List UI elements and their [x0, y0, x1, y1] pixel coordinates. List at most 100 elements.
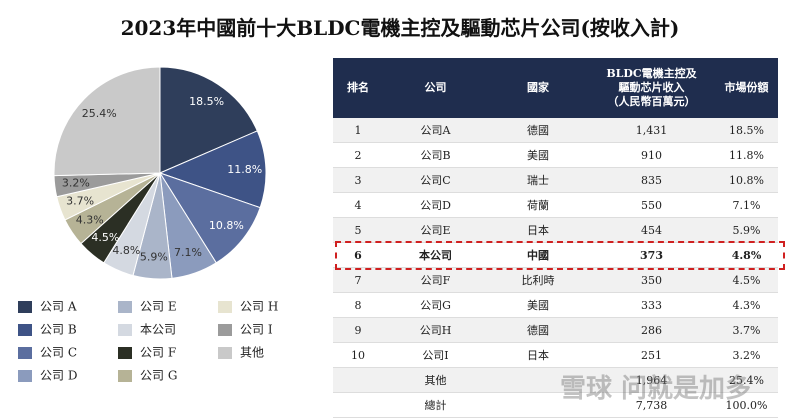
table-cell: 286 — [588, 317, 715, 343]
slice-label: 7.1% — [174, 246, 202, 259]
legend-swatch — [118, 347, 132, 359]
table-cell: 4 — [333, 192, 383, 218]
table-cell: 454 — [588, 217, 715, 243]
table-cell: 7.1% — [715, 192, 778, 218]
table-cell: 3.2% — [715, 342, 778, 368]
table-cell: 美國 — [488, 142, 588, 168]
legend-label: 公司 D — [40, 369, 77, 383]
slice-label: 3.2% — [62, 177, 90, 190]
table-cell: 10.8% — [715, 167, 778, 193]
legend-label: 其他 — [240, 346, 264, 360]
legend-swatch — [218, 347, 232, 359]
table-cell: 3 — [333, 167, 383, 193]
table-cell: 18.5% — [715, 118, 778, 143]
table-cell: 1,431 — [588, 118, 715, 143]
table-cell — [333, 392, 383, 418]
column-header: 公司 — [383, 58, 488, 118]
table-row: 6 本公司 中國 373 4.8% — [333, 242, 778, 268]
legend-swatch — [218, 324, 232, 336]
table-cell: 10 — [333, 342, 383, 368]
table-cell: 公司D — [383, 192, 488, 218]
table-row: 9 公司H 德國 286 3.7% — [333, 317, 778, 343]
table-body: 1 公司A 德國 1,431 18.5% 2 公司B 美國 910 11.8% 3 公司C 瑞士 835 1… — [333, 118, 778, 418]
legend-label: 公司 H — [240, 300, 278, 314]
legend-swatch — [18, 370, 32, 382]
table-cell: 公司E — [383, 217, 488, 243]
slice-label: 3.7% — [66, 194, 94, 207]
legend-label: 公司 G — [140, 369, 177, 383]
legend-swatch — [118, 301, 132, 313]
table-cell: 8 — [333, 292, 383, 318]
table-cell: 550 — [588, 192, 715, 218]
table-row: 7 公司F 比利時 350 4.5% — [333, 267, 778, 293]
table-cell: 德國 — [488, 317, 588, 343]
table-cell: 公司G — [383, 292, 488, 318]
legend-label: 公司 E — [140, 300, 177, 314]
slice-label: 10.8% — [209, 219, 244, 232]
header-line: BLDC電機主控及 — [606, 67, 697, 80]
table-cell: 中國 — [488, 242, 588, 268]
highlight-box — [335, 240, 785, 270]
legend-swatch — [118, 370, 132, 382]
slice-label: 11.8% — [227, 163, 262, 176]
legend-swatch — [18, 301, 32, 313]
watermark: 雪球 问就是加多 — [560, 374, 752, 404]
legend-swatch — [18, 324, 32, 336]
table-cell — [333, 367, 383, 393]
table-cell: 公司I — [383, 342, 488, 368]
slice-label: 4.3% — [76, 213, 104, 226]
table-cell: 荷蘭 — [488, 192, 588, 218]
table-cell: 910 — [588, 142, 715, 168]
table-cell: 5 — [333, 217, 383, 243]
legend-label: 公司 B — [40, 323, 77, 337]
table-cell: 日本 — [488, 342, 588, 368]
slice-label: 4.8% — [112, 244, 140, 257]
column-header: 市場份額 — [715, 58, 778, 118]
pie-slice — [158, 130, 267, 209]
legend-swatch — [218, 301, 232, 313]
pie-slice — [158, 172, 261, 264]
table-row: 4 公司D 荷蘭 550 7.1% — [333, 192, 778, 218]
header-line: （人民幣百萬元） — [607, 95, 696, 108]
table-row: 3 公司C 瑞士 835 10.8% — [333, 167, 778, 193]
table-cell: 總計 — [383, 392, 488, 418]
ranking-table: 排名 公司 國家 BLDC電機主控及 驅動芯片收入 （人民幣百萬元） 市場份額 1 公司A 德國… — [333, 58, 778, 418]
table-cell: 5.9% — [715, 217, 778, 243]
table-cell: 比利時 — [488, 267, 588, 293]
table-cell: 4.5% — [715, 267, 778, 293]
table-cell: 1 — [333, 118, 383, 143]
legend-label: 本公司 — [140, 323, 176, 337]
table-cell: 公司H — [383, 317, 488, 343]
table-cell: 美國 — [488, 292, 588, 318]
pie-slice — [159, 66, 258, 174]
table-row: 10 公司I 日本 251 3.2% — [333, 342, 778, 368]
column-header: BLDC電機主控及 驅動芯片收入 （人民幣百萬元） — [588, 58, 715, 118]
table-cell: 3.7% — [715, 317, 778, 343]
table-cell — [488, 367, 588, 393]
page-title: 2023年中國前十大BLDC電機主控及驅動芯片公司(按收入計) — [120, 16, 680, 40]
header-row: 排名 公司 國家 BLDC電機主控及 驅動芯片收入 （人民幣百萬元） 市場份額 — [333, 58, 778, 118]
pie-slice — [53, 66, 161, 177]
legend-swatch — [118, 324, 132, 336]
table-row: 2 公司B 美國 910 11.8% — [333, 142, 778, 168]
table-cell: 2 — [333, 142, 383, 168]
table-row: 8 公司G 美國 333 4.3% — [333, 292, 778, 318]
table-row: 1 公司A 德國 1,431 18.5% — [333, 118, 778, 143]
table-cell: 7 — [333, 267, 383, 293]
table-cell: 瑞士 — [488, 167, 588, 193]
table-cell: 1,964 — [588, 367, 715, 393]
column-header: 排名 — [333, 58, 383, 118]
slice-label: 25.4% — [82, 107, 117, 120]
legend-label: 公司 A — [40, 300, 77, 314]
slice-label: 5.9% — [140, 251, 168, 264]
slice-label: 4.5% — [91, 231, 119, 244]
table-cell: 日本 — [488, 217, 588, 243]
table-cell: 4.3% — [715, 292, 778, 318]
table-cell: 6 — [333, 242, 383, 268]
table-cell: 公司C — [383, 167, 488, 193]
slice-label: 18.5% — [189, 95, 224, 108]
table-cell: 251 — [588, 342, 715, 368]
legend-label: 公司 I — [240, 323, 273, 337]
table-cell: 本公司 — [383, 242, 488, 268]
